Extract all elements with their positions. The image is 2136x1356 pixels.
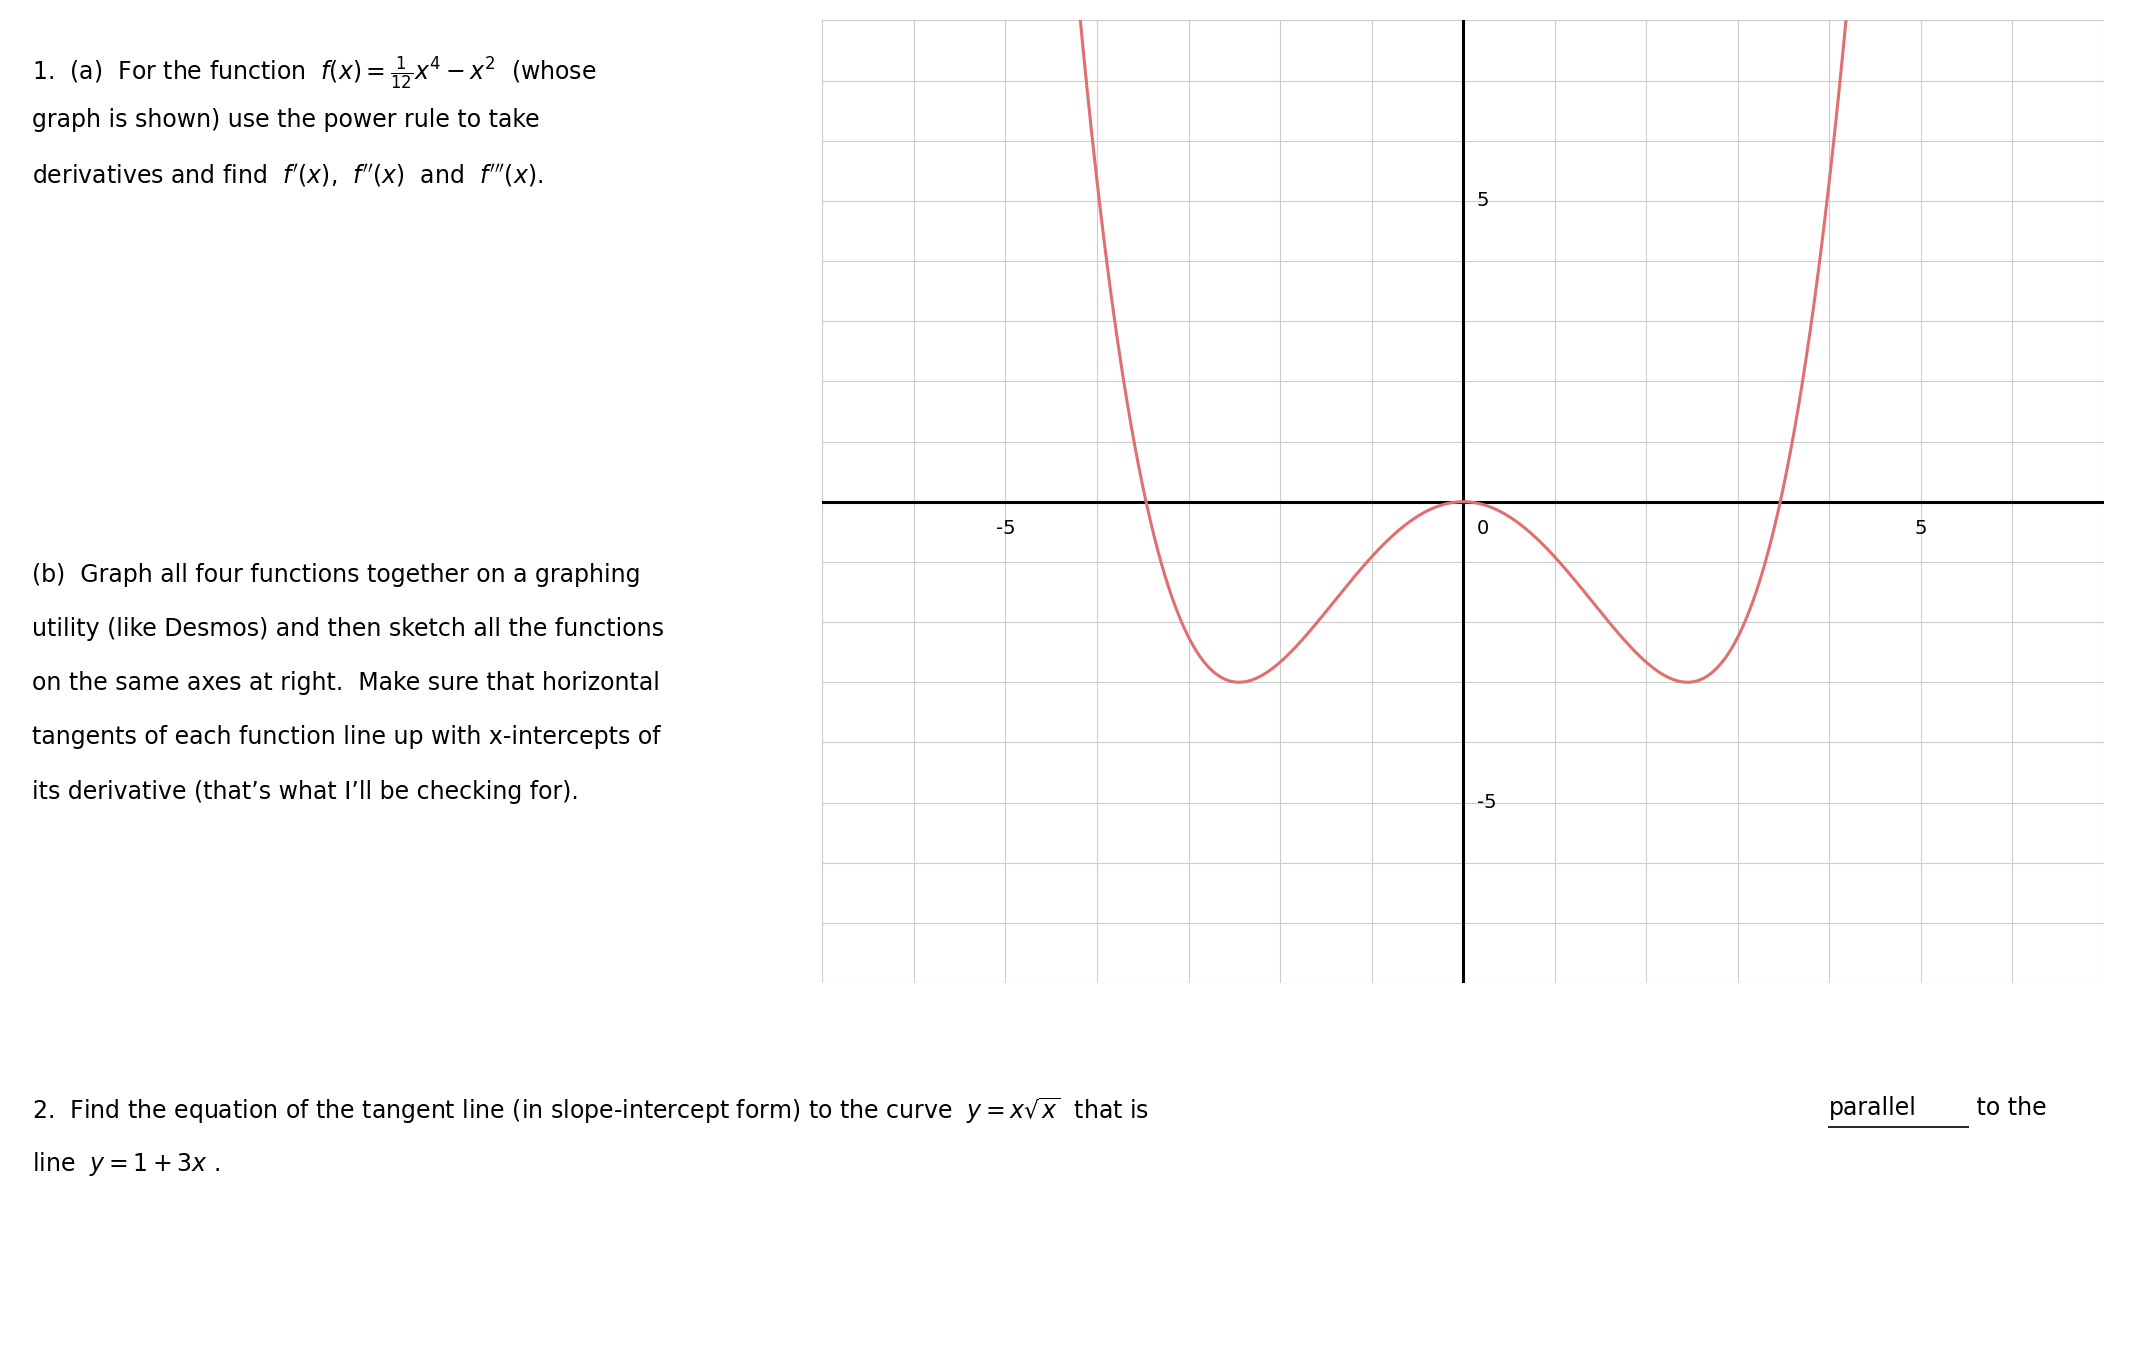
Text: to the: to the — [1969, 1096, 2046, 1120]
Text: utility (like Desmos) and then sketch all the functions: utility (like Desmos) and then sketch al… — [32, 617, 664, 641]
Text: tangents of each function line up with x-intercepts of: tangents of each function line up with x… — [32, 725, 660, 750]
Text: 2.  Find the equation of the tangent line (in slope-intercept form) to the curve: 2. Find the equation of the tangent line… — [32, 1096, 1149, 1125]
Text: (b)  Graph all four functions together on a graphing: (b) Graph all four functions together on… — [32, 563, 641, 587]
Text: its derivative (that’s what I’ll be checking for).: its derivative (that’s what I’ll be chec… — [32, 780, 579, 804]
Text: graph is shown) use the power rule to take: graph is shown) use the power rule to ta… — [32, 108, 540, 133]
Text: parallel: parallel — [1828, 1096, 1916, 1120]
Text: derivatives and find  $f'(x)$,  $f''(x)$  and  $f'''(x)$.: derivatives and find $f'(x)$, $f''(x)$ a… — [32, 163, 543, 190]
Text: 0: 0 — [1476, 518, 1489, 537]
Text: 5: 5 — [1914, 518, 1927, 537]
Text: 1.  (a)  For the function  $f(x) = \frac{1}{12}x^4 - x^2$  (whose: 1. (a) For the function $f(x) = \frac{1}… — [32, 54, 596, 92]
Text: 5: 5 — [1476, 191, 1489, 210]
Text: line  $y = 1 + 3x$ .: line $y = 1 + 3x$ . — [32, 1150, 220, 1178]
Text: on the same axes at right.  Make sure that horizontal: on the same axes at right. Make sure tha… — [32, 671, 660, 696]
Text: -5: -5 — [1476, 793, 1497, 812]
Text: -5: -5 — [995, 518, 1015, 537]
